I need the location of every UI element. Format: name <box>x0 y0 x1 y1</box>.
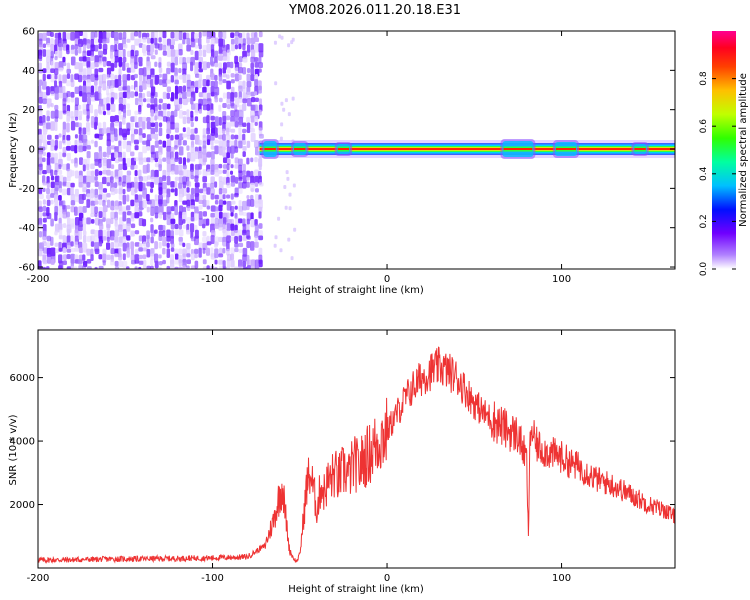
snr-xtick-label: -200 <box>27 573 50 584</box>
colorbar-tick-label: 0.6 <box>699 119 709 134</box>
colorbar-axis: 0.0 0.2 0.4 0.6 0.8 <box>699 71 736 276</box>
snr-xlabel: Height of straight line (km) <box>288 584 424 595</box>
colorbar: 0.0 0.2 0.4 0.6 0.8 Normalized spectral ampl… <box>699 31 749 276</box>
snr-frame <box>37 329 676 569</box>
spectrogram-heatmap <box>38 31 675 269</box>
spectrogram-xlabel: Height of straight line (km) <box>288 285 424 296</box>
colorbar-tick-label: 0.0 <box>699 262 709 277</box>
snr-line <box>38 346 675 564</box>
colorbar-label: Normalized spectral amplitude <box>738 73 749 227</box>
spectrogram-xtick-label: -200 <box>27 274 50 285</box>
snr-ytick-label: 2000 <box>10 500 35 511</box>
spectrogram-ytick-label: 20 <box>22 105 35 116</box>
figure-title: YM08.2026.011.20.18.E31 <box>288 3 462 18</box>
spectrogram-xtick-label: 100 <box>552 274 571 285</box>
spectrogram-xtick-label: -100 <box>201 274 224 285</box>
colorbar-tick-label: 0.2 <box>699 214 709 228</box>
snr-ytick-label: 4000 <box>10 437 35 448</box>
snr-xtick-label: 100 <box>552 573 571 584</box>
spectrogram-xtick-label: 0 <box>384 274 390 285</box>
spectrogram-ytick-label: -40 <box>19 223 35 234</box>
snr-ytick-label: 6000 <box>10 373 35 384</box>
snr-xtick-label: 0 <box>384 573 390 584</box>
colorbar-gradient <box>712 31 736 269</box>
spectrogram-ytick-label: 60 <box>22 27 35 38</box>
snr-ylabel: SNR (10 * v/v) <box>8 414 19 485</box>
noise-region <box>38 31 297 269</box>
spectrogram-frame <box>37 30 676 270</box>
snr-xtick-label: -100 <box>201 573 224 584</box>
signal-band <box>259 139 675 160</box>
snr-panel: -200 -100 0 100 2000 4000 6000 Height of strai… <box>8 329 676 595</box>
spectrogram-ytick-label: -20 <box>19 184 35 195</box>
spectrogram-ytick-label: 40 <box>22 66 35 77</box>
spectrogram-ylabel: Frequency (Hz) <box>8 112 19 188</box>
spectrogram-ytick-label: 0 <box>29 145 35 156</box>
spectrogram-ytick-label: -60 <box>19 263 35 274</box>
snr-axes: -200 -100 0 100 2000 4000 6000 <box>10 330 675 584</box>
colorbar-tick-label: 0.4 <box>699 166 709 181</box>
colorbar-tick-label: 0.8 <box>699 71 709 86</box>
